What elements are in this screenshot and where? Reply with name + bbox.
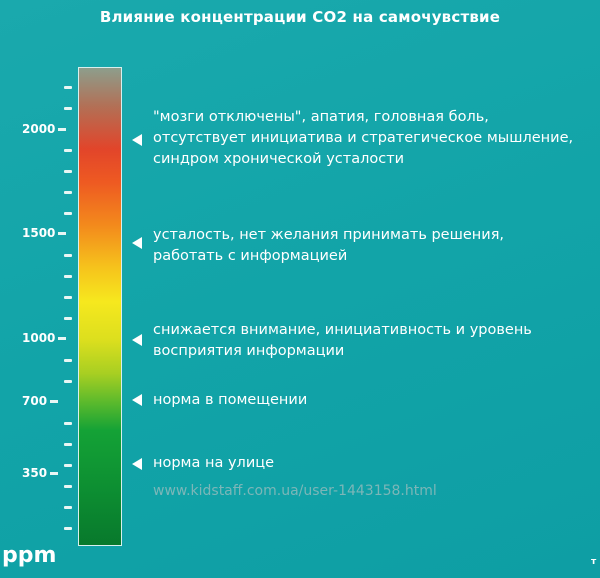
scale-tick bbox=[64, 296, 72, 299]
scale-tick bbox=[64, 149, 72, 152]
scale-tick bbox=[64, 254, 72, 257]
scale-tick bbox=[64, 212, 72, 215]
scale-tick bbox=[64, 443, 72, 446]
scale-tick bbox=[64, 464, 72, 467]
page-title: Влияние концентрации CO2 на самочувствие bbox=[99, 8, 501, 26]
marker-arrow-icon bbox=[132, 334, 142, 346]
scale-label-1500: 1500 bbox=[22, 226, 66, 240]
scale-tick bbox=[64, 485, 72, 488]
scale-tick bbox=[64, 380, 72, 383]
scale-tick bbox=[64, 527, 72, 530]
level-description-2000: "мозги отключены", апатия, головная боль… bbox=[153, 109, 574, 167]
corner-mark: т bbox=[591, 557, 597, 567]
scale-tick bbox=[64, 191, 72, 194]
marker-arrow-icon bbox=[132, 237, 142, 249]
level-description-1000: снижается внимание, инициативность и уро… bbox=[153, 322, 532, 359]
scale-tick bbox=[64, 317, 72, 320]
scale-tick bbox=[64, 170, 72, 173]
scale-tick bbox=[64, 359, 72, 362]
co2-gradient-scale-bar bbox=[78, 67, 122, 546]
scale-label-1000: 1000 bbox=[22, 331, 66, 345]
scale-tick bbox=[64, 422, 72, 425]
level-description-350: норма на улице bbox=[153, 455, 275, 471]
scale-tick bbox=[64, 86, 72, 89]
scale-label-700: 700 bbox=[22, 394, 58, 408]
scale-tick bbox=[64, 506, 72, 509]
marker-arrow-icon bbox=[132, 458, 142, 470]
level-description-700: норма в помещении bbox=[153, 392, 308, 408]
unit-label: ppm bbox=[2, 543, 57, 568]
level-description-1500: усталость, нет желания принимать решения… bbox=[153, 227, 505, 264]
scale-tick bbox=[64, 275, 72, 278]
watermark: www.kidstaff.com.ua/user-1443158.html bbox=[153, 483, 437, 499]
scale-tick bbox=[64, 107, 72, 110]
marker-arrow-icon bbox=[132, 394, 142, 406]
scale-label-350: 350 bbox=[22, 466, 58, 480]
scale-label-2000: 2000 bbox=[22, 122, 66, 136]
marker-arrow-icon bbox=[132, 134, 142, 146]
